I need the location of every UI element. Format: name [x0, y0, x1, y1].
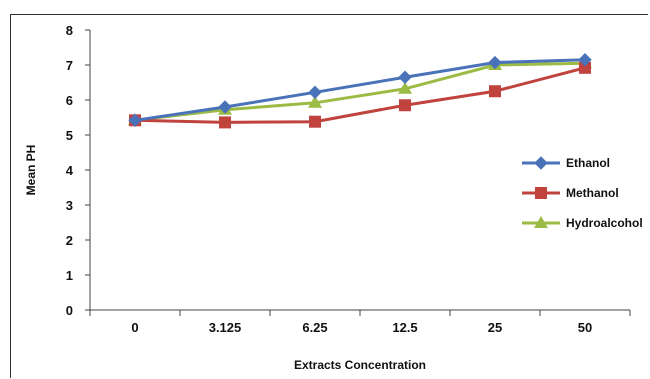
data-point-methanol [579, 61, 591, 74]
legend-marker-methanol [535, 187, 547, 199]
legend-label-hydroalcohol: Hydroalcohol [566, 216, 643, 230]
legend-item-methanol: Methanol [522, 186, 619, 200]
data-point-ethanol [128, 113, 142, 128]
legend-marker-hydroalcohol [534, 216, 548, 228]
series-line-hydroalcohol [134, 61, 586, 122]
axes [85, 29, 631, 316]
data-point-ethanol [308, 85, 322, 100]
y-axis-title: Mean PH [24, 145, 38, 196]
legend-label-methanol: Methanol [566, 186, 619, 200]
legend-label-ethanol: Ethanol [566, 156, 610, 170]
data-point-methanol [489, 85, 501, 98]
x-tick-label: 25 [488, 320, 502, 335]
legend-marker-ethanol [534, 156, 548, 170]
x-tick-label: 6.25 [302, 320, 327, 335]
data-point-ethanol [578, 53, 592, 67]
data-point-ethanol [398, 70, 412, 84]
data-point-methanol [219, 116, 231, 129]
y-tick-label: 6 [66, 93, 73, 108]
series-line-methanol [134, 66, 586, 124]
y-tick-label: 2 [66, 233, 73, 248]
x-tick-label: 12.5 [392, 320, 417, 335]
series-layer [128, 53, 592, 129]
series-line-ethanol [134, 58, 586, 122]
series-ethanol [128, 53, 592, 128]
legend: Ethanol Methanol Hydroalcohol [522, 156, 643, 230]
legend-item-hydroalcohol: Hydroalcohol [522, 216, 643, 230]
x-tick-label: 50 [578, 320, 592, 335]
y-tick-label: 1 [66, 268, 73, 283]
data-point-ethanol [218, 100, 232, 114]
chart-frame [10, 14, 648, 378]
x-tick-label: 0 [131, 320, 138, 335]
y-tick-labels: 0 1 2 3 4 5 6 7 8 [66, 23, 74, 318]
x-tick-labels: 0 3.125 6.25 12.5 25 50 [131, 320, 592, 335]
data-point-ethanol [488, 55, 502, 70]
data-point-hydroalcohol [308, 95, 322, 108]
y-tick-label: 7 [66, 58, 73, 73]
y-tick-label: 4 [66, 163, 74, 178]
y-tick-label: 5 [66, 128, 73, 143]
data-point-methanol [399, 99, 411, 112]
data-point-methanol [309, 115, 321, 128]
x-axis-title: Extracts Concentration [294, 358, 426, 372]
x-tick-label: 3.125 [209, 320, 242, 335]
data-point-hydroalcohol [398, 81, 412, 94]
y-tick-label: 0 [66, 303, 73, 318]
series-methanol [129, 61, 591, 129]
legend-item-ethanol: Ethanol [522, 156, 610, 170]
y-tick-label: 3 [66, 198, 73, 213]
y-tick-label: 8 [66, 23, 73, 38]
